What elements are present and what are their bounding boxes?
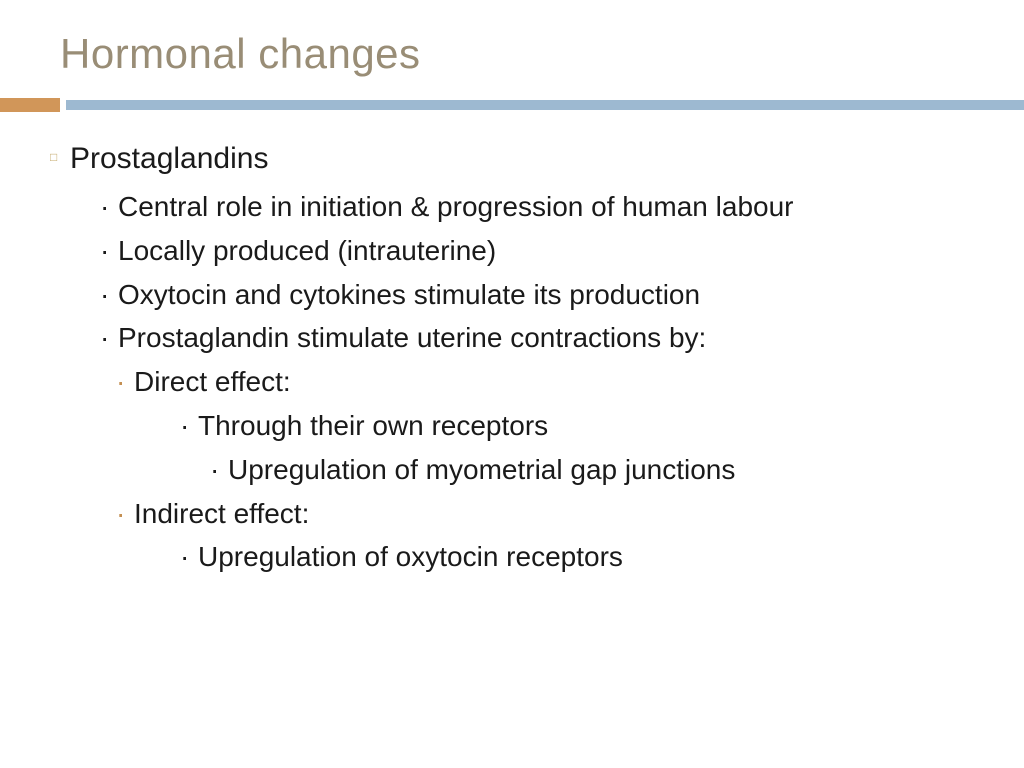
bullet-level3: Direct effect: bbox=[116, 363, 964, 401]
bullet-level3: Indirect effect: bbox=[116, 495, 964, 533]
bullet-level2: Locally produced (intrauterine) bbox=[100, 232, 964, 270]
slide-title: Hormonal changes bbox=[0, 30, 1024, 98]
presentation-slide: Hormonal changes Prostaglandins Central … bbox=[0, 0, 1024, 768]
bullet-level2: Prostaglandin stimulate uterine contract… bbox=[100, 319, 964, 357]
bullet-level2: Oxytocin and cytokines stimulate its pro… bbox=[100, 276, 964, 314]
bullet-level1: Prostaglandins bbox=[70, 142, 964, 176]
bullet-level5: Upregulation of myometrial gap junctions bbox=[210, 451, 964, 489]
bullet-level2: Central role in initiation & progression… bbox=[100, 188, 964, 226]
bullet-level4: Through their own receptors bbox=[180, 407, 964, 445]
divider-accent-block bbox=[0, 98, 60, 112]
divider-bar bbox=[66, 100, 1024, 110]
slide-content: Prostaglandins Central role in initiatio… bbox=[0, 142, 1024, 576]
bullet-level4: Upregulation of oxytocin receptors bbox=[180, 538, 964, 576]
title-divider bbox=[0, 98, 1024, 112]
